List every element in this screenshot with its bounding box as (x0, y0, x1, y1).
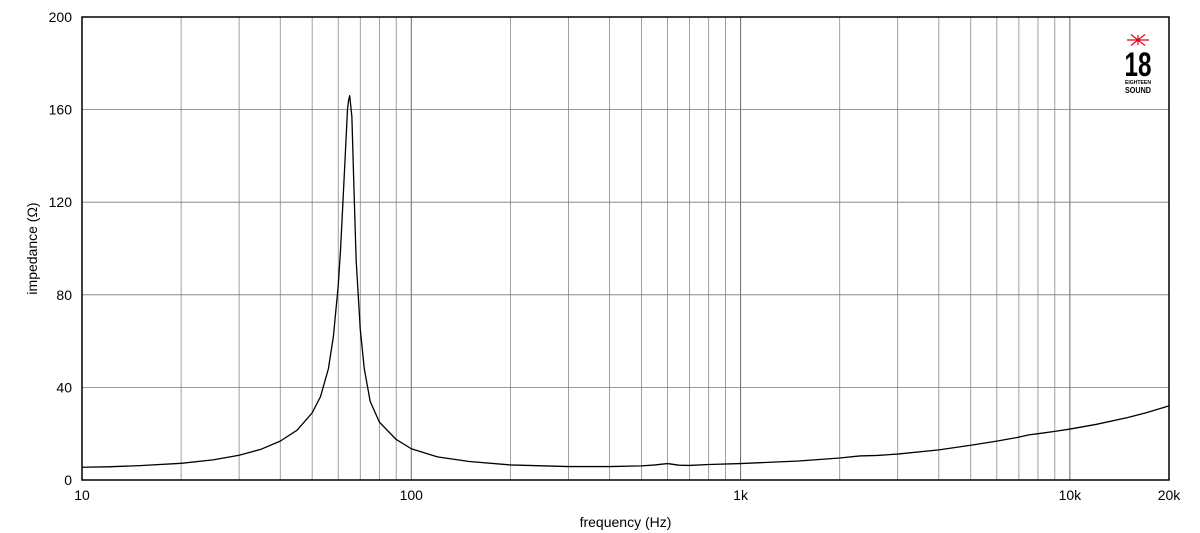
plot-frame (81, 16, 1170, 481)
series-line-0 (81, 95, 1170, 468)
x-tick-label: 10 (74, 487, 90, 503)
y-tick-label: 160 (49, 102, 73, 118)
y-tick-label: 120 (49, 194, 73, 210)
y-tick-label: 40 (56, 379, 72, 395)
x-tick-label: 10k (1059, 487, 1083, 503)
y-tick-labels: 0 40 80 120 160 200 (49, 9, 73, 488)
y-tick-label: 0 (64, 472, 72, 488)
x-tick-label: 20k (1158, 487, 1182, 503)
logo-line2: SOUND (1125, 86, 1151, 95)
eighteen-sound-logo: 18 EIGHTEEN SOUND (1125, 34, 1152, 95)
series-layer (81, 95, 1170, 468)
red-star-icon (1127, 34, 1149, 46)
grid-lines (81, 16, 1170, 481)
logo-line1: EIGHTEEN (1125, 80, 1151, 86)
y-tick-label: 200 (49, 9, 73, 25)
y-tick-label: 80 (56, 287, 72, 303)
x-tick-label: 100 (400, 487, 424, 503)
logo-mark: 18 (1125, 46, 1152, 84)
x-axis-label: frequency (Hz) (580, 514, 672, 530)
x-tick-label: 1k (733, 487, 749, 503)
y-axis-label: impedance (Ω) (24, 202, 40, 294)
x-tick-labels: 10 100 1k 10k 20k (74, 487, 1181, 503)
